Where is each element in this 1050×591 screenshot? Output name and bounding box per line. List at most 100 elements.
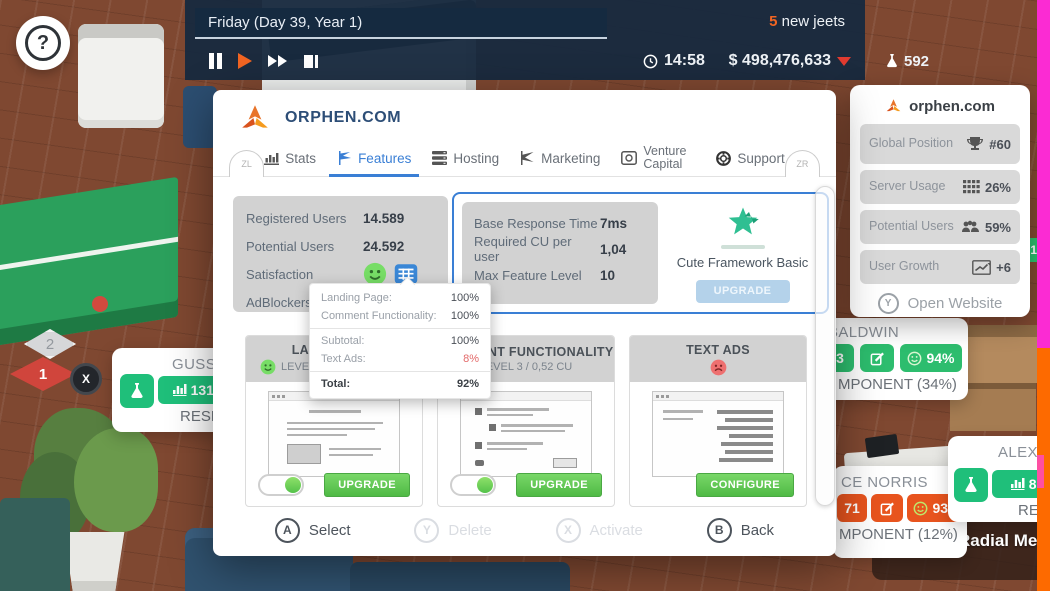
fast-forward-icon[interactable] (268, 55, 287, 67)
site-logo-icon (242, 105, 268, 128)
scene-plant (74, 428, 158, 532)
scene-couch (183, 86, 217, 148)
website-modal: ORPHEN.COM ZL Stats Features Hosting (213, 90, 836, 556)
edit-task-badge[interactable] (871, 494, 903, 522)
game-date: Friday (Day 39, Year 1) (195, 8, 607, 39)
stat-user-growth: User Growth +6 (860, 250, 1020, 284)
money-caret-down-icon (837, 56, 851, 66)
question-icon: ? (25, 25, 61, 61)
stat-server-usage: Server Usage 26% (860, 170, 1020, 204)
play-icon[interactable] (238, 53, 252, 69)
framework-stats: Base Response Time 7ms Required CU per us… (462, 202, 658, 304)
clock: 14:58 (643, 52, 705, 70)
cpu-grid-icon (962, 180, 980, 194)
open-website-action[interactable]: Y Open Website (860, 293, 1020, 314)
framework-logo-icon (728, 207, 759, 234)
smiley-icon (914, 501, 928, 515)
satisfaction-badge: 94% (900, 344, 962, 372)
feature-card-comment-functionality[interactable]: COMMENT FUNCTIONALITY LEVEL 3 / 0,52 CU (437, 335, 615, 507)
scene-couch (350, 562, 570, 591)
shoulder-right-button[interactable]: ZR (784, 150, 820, 177)
feature-sad-icon (710, 359, 726, 375)
modal-scrollbar[interactable] (815, 186, 835, 506)
open-website-label: Open Website (907, 295, 1003, 312)
tab-marketing[interactable]: Marketing (520, 140, 600, 176)
tab-bar: ZL Stats Features Hosting Marketing (213, 140, 836, 177)
clock-icon (643, 54, 658, 68)
feature-configure-button[interactable]: CONFIGURE (696, 473, 794, 497)
framework-panel: Base Response Time 7ms Required CU per us… (452, 192, 829, 314)
growth-chart-icon (972, 259, 992, 275)
bar-chart-icon (172, 384, 187, 396)
help-button[interactable]: ? (16, 16, 70, 70)
employee-card-norris[interactable]: CE NORRIS 71 93% MPONENT (12%) (833, 466, 967, 558)
scene-espresso-machine (78, 24, 164, 128)
coin-icon (621, 151, 638, 165)
skip-day-icon[interactable] (303, 54, 318, 68)
feature-toggle[interactable] (450, 474, 496, 496)
framework-name: Cute Framework Basic (676, 254, 809, 270)
satisfaction-breakdown-icon[interactable] (394, 262, 418, 286)
employee-name: CE NORRIS (841, 474, 928, 491)
new-jeets-indicator[interactable]: 5 new jeets (769, 13, 845, 30)
lifebuoy-icon (716, 150, 732, 166)
scene-paddle (92, 296, 108, 312)
pause-icon[interactable] (209, 53, 222, 69)
feature-card-text-ads[interactable]: TEXT ADS CONFIGURE (629, 335, 807, 507)
bar-chart-icon (1010, 478, 1025, 490)
tab-features[interactable]: Features (329, 140, 420, 177)
money[interactable]: $ 498,476,633 (729, 52, 851, 70)
research-points: 592 (885, 53, 929, 70)
action-select[interactable]: A Select (274, 517, 351, 543)
scene-cabinet (0, 498, 70, 591)
edit-task-badge[interactable] (860, 344, 894, 372)
modal-title: ORPHEN.COM (285, 109, 402, 126)
site-title: orphen.com (909, 97, 995, 115)
b-key-icon: B (706, 517, 732, 543)
screen-edge-strip (1037, 455, 1044, 488)
framework-upgrade-button[interactable]: UPGRADE (695, 279, 790, 303)
satisfaction-breakdown-tooltip: Landing Page: 100% Comment Functionality:… (309, 283, 491, 399)
action-back[interactable]: B Back (706, 517, 774, 543)
feature-toggle[interactable] (258, 474, 304, 496)
users-icon (961, 220, 979, 232)
tab-hosting[interactable]: Hosting (432, 140, 499, 176)
stats-icon (264, 152, 280, 165)
text-ads-preview (652, 391, 784, 477)
smiley-icon (908, 351, 922, 365)
stat-badge: 71 (837, 494, 867, 522)
jeets-count: 5 (769, 13, 778, 30)
stat-global-position: Global Position #60 (860, 124, 1020, 164)
research-value: 592 (904, 52, 930, 70)
tab-stats[interactable]: Stats (264, 140, 316, 176)
stat-potential-users: Potential Users 59% (860, 210, 1020, 244)
edit-icon (880, 502, 894, 515)
action-delete: Y Delete (414, 517, 492, 543)
top-bar: Friday (Day 39, Year 1) 5 new jeets 14:5… (185, 0, 929, 80)
flask-icon (954, 468, 988, 502)
employee-name: ALEX (998, 444, 1038, 461)
flask-icon (120, 374, 154, 408)
feature-smiley-icon (260, 359, 276, 375)
close-badge[interactable]: X (70, 363, 102, 395)
employee-task: MPONENT (12%) (839, 526, 958, 543)
feature-upgrade-button[interactable]: UPGRADE (516, 473, 602, 497)
trophy-icon (967, 137, 984, 150)
server-icon (432, 151, 448, 165)
tab-support[interactable]: Support (716, 140, 785, 176)
feature-upgrade-button[interactable]: UPGRADE (324, 473, 410, 497)
action-activate: X Activate (555, 517, 643, 543)
employee-card-baldwin[interactable]: BALDWIN 3 94% MPONENT (34%) (820, 318, 968, 400)
shoulder-left-button[interactable]: ZL (229, 150, 265, 177)
website-summary-panel: orphen.com Global Position #60 Server Us… (850, 85, 1030, 317)
tab-venture-capital[interactable]: Venture Capital (621, 140, 695, 176)
time-value: 14:58 (664, 52, 705, 69)
y-key-icon: Y (414, 517, 440, 543)
site-logo-icon (886, 99, 901, 112)
employee-name: GUSSI (172, 356, 221, 373)
employee-card-alex[interactable]: ALEX 80/ RES (948, 436, 1050, 522)
x-key-icon: X (555, 517, 581, 543)
edit-icon (870, 352, 884, 365)
employee-name: BALDWIN (828, 324, 900, 341)
